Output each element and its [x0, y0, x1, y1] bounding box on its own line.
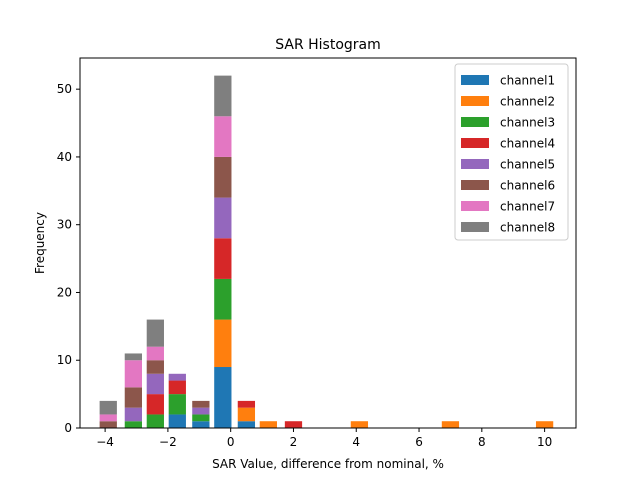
bar-channel5-3 — [168, 373, 186, 381]
legend-label-channel5: channel5 — [500, 158, 555, 172]
legend-swatch-channel6 — [461, 180, 489, 190]
bar-channel1-3 — [168, 414, 186, 428]
x-tick-label: 10 — [537, 435, 552, 449]
y-tick-label: 10 — [57, 353, 72, 367]
bar-channel7-0 — [99, 414, 117, 422]
bar-channel4-3 — [168, 380, 186, 395]
bar-channel7-1 — [124, 360, 142, 388]
bar-channel6-1 — [124, 387, 142, 408]
legend-swatch-channel5 — [461, 159, 489, 169]
bar-channel6-2 — [146, 360, 164, 374]
bar-channel3-2 — [146, 414, 164, 428]
bar-channel2-9 — [350, 421, 369, 428]
bar-channel5-5 — [214, 197, 232, 239]
bar-channel5-2 — [146, 373, 164, 395]
bar-channel2-7 — [259, 421, 277, 428]
legend-label-channel8: channel8 — [500, 221, 555, 235]
bar-channel2-6 — [237, 407, 256, 422]
legend-swatch-channel4 — [461, 138, 489, 148]
legend-swatch-channel7 — [461, 201, 489, 211]
bar-channel3-1 — [124, 421, 142, 428]
bar-channel6-0 — [99, 421, 117, 428]
x-tick-label: 2 — [290, 435, 298, 449]
chart-title: SAR Histogram — [275, 37, 381, 53]
legend-label-channel1: channel1 — [500, 74, 555, 88]
y-tick-label: 20 — [57, 285, 72, 299]
bar-channel5-4 — [192, 407, 210, 415]
bar-channel7-5 — [214, 116, 232, 157]
x-tick-label: 0 — [227, 435, 235, 449]
x-tick-label: −4 — [96, 435, 114, 449]
bar-channel8-1 — [124, 353, 142, 361]
bar-channel2-11 — [535, 421, 554, 428]
bar-channel3-4 — [192, 414, 210, 422]
bar-channel6-4 — [192, 400, 210, 408]
x-tick-label: −2 — [159, 435, 177, 449]
bars-group — [99, 75, 554, 428]
bar-channel3-5 — [214, 278, 232, 320]
y-tick-label: 0 — [64, 421, 72, 435]
legend-frame — [454, 63, 569, 241]
bar-channel1-4 — [192, 421, 210, 428]
y-tick-label: 30 — [57, 218, 72, 232]
plot-frame — [79, 57, 577, 429]
bar-channel1-5 — [214, 367, 232, 428]
bar-channel2-10 — [441, 421, 460, 428]
legend-label-channel2: channel2 — [500, 95, 555, 109]
bar-channel5-1 — [124, 407, 142, 422]
y-axis: 0 10 20 30 40 50 — [57, 82, 80, 435]
bar-channel8-2 — [146, 319, 164, 347]
bar-channel6-5 — [214, 156, 232, 198]
bar-channel8-5 — [214, 75, 232, 117]
legend-swatch-channel1 — [461, 75, 489, 85]
x-axis: −4 −2 0 2 4 6 8 10 — [96, 428, 552, 449]
legend-label-channel7: channel7 — [500, 200, 555, 214]
bar-channel7-2 — [146, 346, 164, 361]
bar-channel3-3 — [168, 394, 186, 415]
bar-channel4-5 — [214, 238, 232, 279]
legend-swatch-channel8 — [461, 222, 489, 232]
bar-channel4-2 — [146, 394, 164, 415]
bar-channel1-6 — [237, 421, 256, 428]
y-tick-label: 40 — [57, 150, 72, 164]
x-axis-label: SAR Value, difference from nominal, % — [212, 457, 444, 471]
bar-channel4-6 — [237, 400, 256, 408]
y-axis-label: Frequency — [33, 212, 47, 274]
legend-label-channel3: channel3 — [500, 116, 555, 130]
x-tick-label: 8 — [478, 435, 486, 449]
bar-channel4-8 — [284, 421, 303, 428]
legend: channel1 channel2 channel3 channel4 channel5… — [454, 63, 569, 241]
x-tick-label: 4 — [352, 435, 360, 449]
legend-label-channel4: channel4 — [500, 137, 555, 151]
x-tick-label: 6 — [415, 435, 423, 449]
legend-swatch-channel2 — [461, 96, 489, 106]
bar-channel8-0 — [99, 400, 117, 415]
y-tick-label: 50 — [57, 82, 72, 96]
legend-label-channel6: channel6 — [500, 179, 555, 193]
bar-channel2-5 — [214, 319, 232, 368]
legend-swatch-channel3 — [461, 117, 489, 127]
